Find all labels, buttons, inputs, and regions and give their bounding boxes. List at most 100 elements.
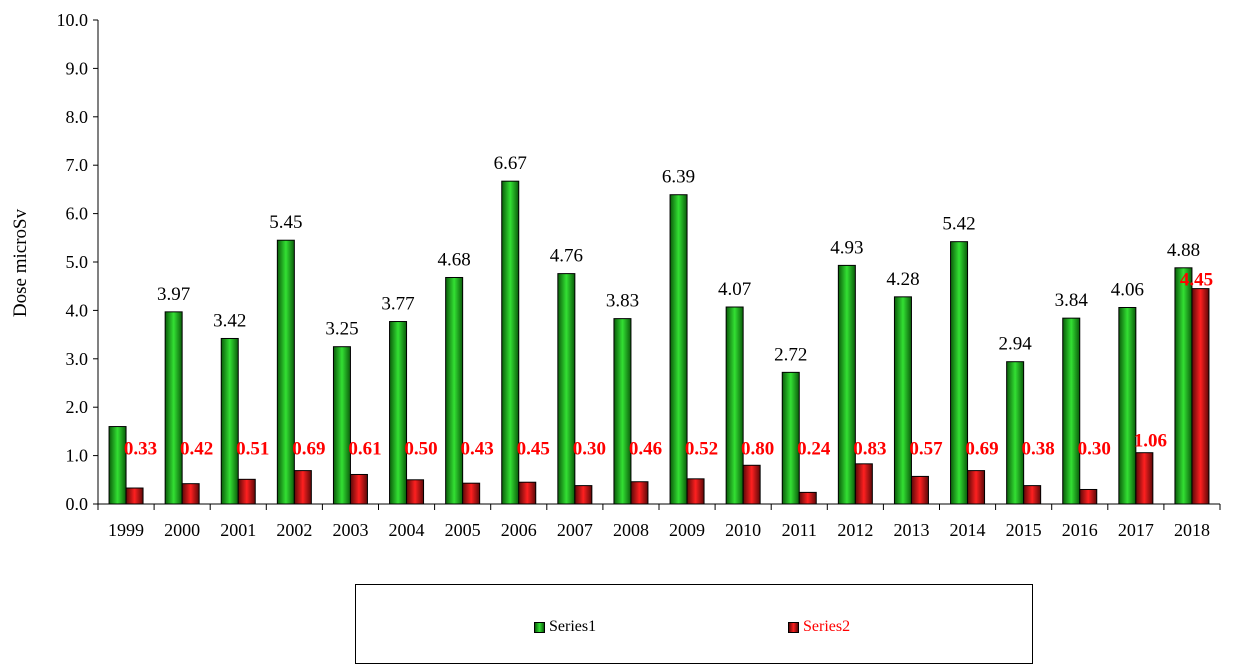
data-label-series2: 0.83: [853, 438, 886, 459]
data-label-series2: 0.80: [741, 438, 774, 459]
data-label-series2: 1.06: [1134, 431, 1167, 452]
legend-item-series2: Series2: [788, 618, 850, 636]
x-axis: 1999 2000 2001 2002 2003 2004 2005 2006 2007 2008…: [97, 503, 1221, 540]
bar-series2: [293, 470, 312, 505]
data-label-series2: 0.42: [180, 438, 213, 459]
data-label-series1: 4.28: [886, 269, 919, 290]
y-tick-label: 2.0: [66, 397, 89, 417]
data-labels: 3.97 3.42 5.45 3.25 3.77 4.68 6.67 4.76 3.83 6.39…: [124, 153, 1213, 459]
data-label-series1: 3.97: [157, 284, 190, 305]
data-label-series1: 3.83: [606, 291, 639, 312]
x-tick-label: 2006: [501, 520, 537, 540]
bars: [108, 180, 1210, 505]
bar-series1: [1174, 267, 1193, 505]
data-label-series1: 4.07: [718, 279, 751, 300]
y-tick-label: 1.0: [66, 446, 89, 466]
x-tick-label: 2007: [557, 520, 593, 540]
x-tick-label: 2000: [164, 520, 200, 540]
x-tick-label: 2003: [332, 520, 368, 540]
bar-series1: [276, 239, 295, 505]
data-label-series2: 0.30: [1078, 438, 1111, 459]
bar-series1: [613, 318, 632, 505]
bar-series2: [967, 470, 986, 505]
x-tick-label: 2011: [782, 520, 817, 540]
data-label-series2: 0.30: [573, 438, 606, 459]
bar-series2: [406, 479, 425, 505]
data-label-series1: 5.45: [269, 212, 302, 233]
x-tick-label: 2015: [1006, 520, 1042, 540]
data-label-series1: 3.77: [381, 294, 414, 315]
bar-series2: [462, 482, 481, 505]
bar-series1: [725, 306, 744, 505]
bar-series2: [181, 483, 200, 505]
bar-series1: [1062, 317, 1081, 505]
data-label-series1: 3.42: [213, 310, 246, 331]
bar-series1: [950, 241, 969, 505]
y-tick-label: 9.0: [66, 58, 89, 78]
data-label-series2: 0.38: [1022, 438, 1055, 459]
y-tick-label: 6.0: [66, 204, 89, 224]
data-label-series1: 4.06: [1111, 279, 1144, 300]
data-label-series2: 0.33: [124, 438, 157, 459]
bar-series1: [893, 296, 912, 505]
bar-series1: [1006, 361, 1025, 505]
x-tick-label: 2002: [276, 520, 312, 540]
x-tick-label: 2017: [1118, 520, 1154, 540]
data-label-series1: 3.84: [1055, 290, 1089, 311]
data-label-series2: 0.46: [629, 438, 662, 459]
y-axis: 0.0 1.0 2.0 3.0 4.0 5.0 6.0 7.0 8.0 9.0 10.0: [57, 10, 99, 514]
bar-series2: [1135, 452, 1154, 505]
data-label-series1: 3.25: [325, 319, 358, 340]
bar-series1: [389, 321, 408, 505]
bar-series1: [669, 194, 688, 505]
bar-series1: [445, 276, 464, 505]
data-label-series2: 0.51: [236, 438, 269, 459]
data-label-series1: 5.42: [942, 214, 975, 235]
data-label-series2: 4.45: [1180, 270, 1213, 291]
x-tick-label: 2009: [669, 520, 705, 540]
y-tick-label: 8.0: [66, 107, 89, 127]
data-label-series2: 0.57: [909, 438, 943, 459]
bar-series1: [220, 337, 239, 505]
y-tick-label: 7.0: [66, 155, 89, 175]
bar-series2: [854, 463, 873, 505]
legend-label-series1: Series1: [549, 618, 597, 635]
x-tick-label: 2013: [893, 520, 929, 540]
data-label-series2: 0.43: [461, 438, 494, 459]
data-label-series1: 4.68: [438, 249, 471, 270]
bar-series1: [1118, 306, 1137, 505]
data-label-series2: 0.52: [685, 438, 718, 459]
bar-series1: [837, 264, 856, 505]
bar-series1: [164, 311, 183, 505]
bar-series2: [1079, 488, 1098, 505]
bar-series2: [630, 481, 649, 505]
bar-series2: [686, 478, 705, 505]
x-tick-label: 2014: [950, 520, 986, 540]
bar-series1: [108, 426, 127, 505]
x-tick-label: 2005: [445, 520, 481, 540]
data-label-series1: 6.39: [662, 167, 695, 188]
bar-series1: [781, 371, 800, 505]
legend-label-series2: Series2: [803, 618, 851, 635]
bar-chart: Dose microSv 0.0 1.0 2.0 3.0 4.0 5.0 6.0 7.0 8.0…: [10, 10, 1221, 540]
y-tick-label: 10.0: [57, 10, 89, 30]
y-axis-label: Dose microSv: [10, 208, 31, 317]
data-label-series1: 4.88: [1167, 240, 1200, 261]
x-tick-label: 2008: [613, 520, 649, 540]
data-label-series2: 0.50: [404, 438, 437, 459]
data-label-series1: 2.72: [774, 344, 807, 365]
x-tick-label: 2010: [725, 520, 761, 540]
data-label-series2: 0.61: [348, 438, 381, 459]
bar-series1: [557, 273, 576, 505]
bar-series2: [349, 473, 368, 505]
y-tick-label: 0.0: [66, 494, 89, 514]
x-tick-label: 1999: [108, 520, 144, 540]
y-tick-label: 5.0: [66, 252, 89, 272]
x-tick-label: 2001: [220, 520, 256, 540]
bar-series2: [518, 481, 537, 505]
data-label-series2: 0.69: [965, 438, 998, 459]
bar-series2: [798, 491, 817, 505]
legend-item-series1: Series1: [534, 618, 596, 636]
x-tick-label: 2004: [389, 520, 425, 540]
data-label-series1: 6.67: [494, 153, 527, 174]
